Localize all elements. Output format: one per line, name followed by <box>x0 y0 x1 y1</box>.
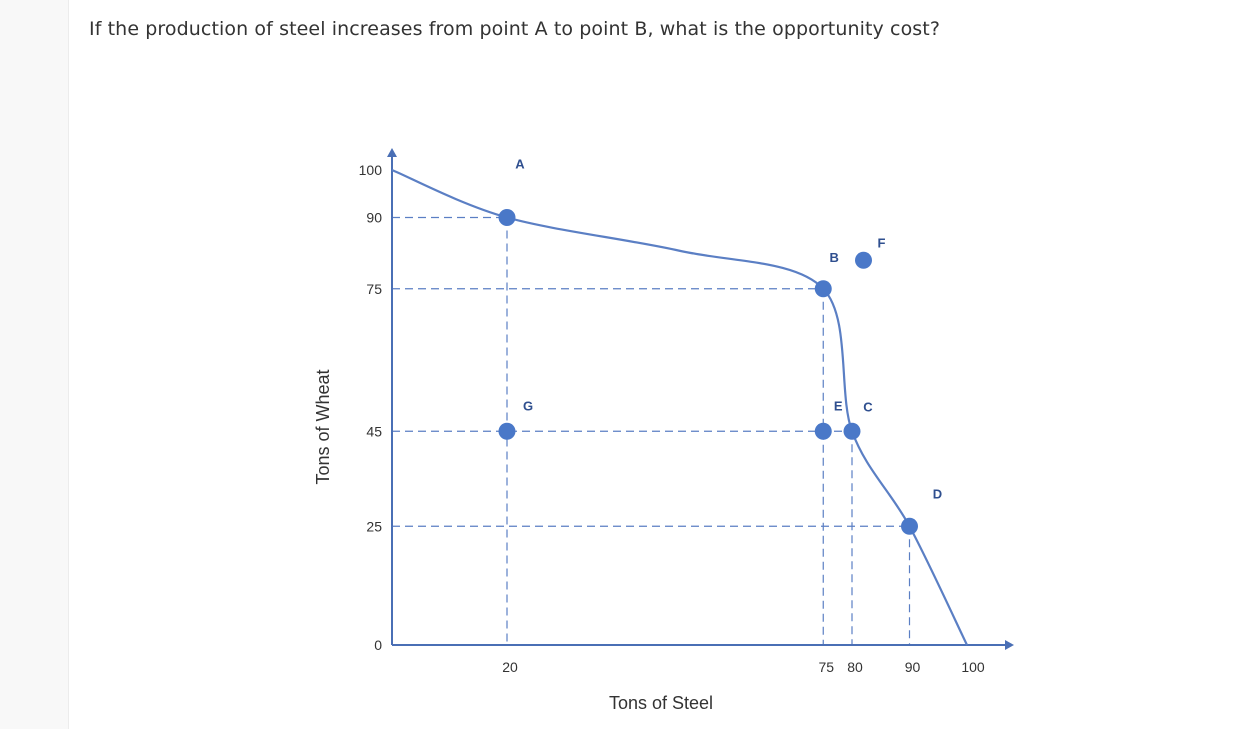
question-text: If the production of steel increases fro… <box>89 18 941 40</box>
point-label-g: G <box>523 398 533 413</box>
x-tick-label-90: 90 <box>905 659 921 675</box>
points-layer: A B C D E F G <box>498 157 942 535</box>
point-f <box>855 251 872 269</box>
x-axis-label: Tons of Steel <box>609 693 713 713</box>
y-axis-arrow <box>387 148 397 157</box>
point-label-c: C <box>863 399 873 414</box>
x-tick-label-20: 20 <box>502 659 518 675</box>
point-label-b: B <box>830 250 839 265</box>
axes <box>387 148 1014 650</box>
point-d <box>901 517 918 535</box>
point-e <box>814 422 832 440</box>
point-label-f: F <box>878 235 886 250</box>
axis-labels: Tons of Steel Tons of Wheat <box>313 369 713 713</box>
point-label-a: A <box>515 157 525 172</box>
y-tick-label-90: 90 <box>366 210 382 226</box>
y-tick-label-25: 25 <box>366 518 382 534</box>
x-tick-label-80: 80 <box>847 659 863 675</box>
point-a <box>498 209 516 226</box>
guide-lines <box>392 216 911 645</box>
x-tick-label-100: 100 <box>961 659 985 675</box>
y-tick-label-0: 0 <box>374 637 382 653</box>
left-gutter <box>0 0 69 729</box>
x-tick-label-75: 75 <box>818 659 834 675</box>
point-b <box>814 280 832 298</box>
y-tick-label-45: 45 <box>366 423 382 439</box>
x-axis-arrow <box>1005 640 1014 650</box>
y-tick-label-100: 100 <box>359 162 383 178</box>
point-g <box>498 422 516 440</box>
point-label-d: D <box>933 486 942 501</box>
point-c <box>843 422 861 440</box>
y-tick-label-75: 75 <box>366 281 382 297</box>
y-axis-label: Tons of Wheat <box>313 369 333 484</box>
point-label-e: E <box>834 398 843 413</box>
tick-labels: 0 25 45 75 90 100 20 75 80 90 100 <box>359 162 985 675</box>
